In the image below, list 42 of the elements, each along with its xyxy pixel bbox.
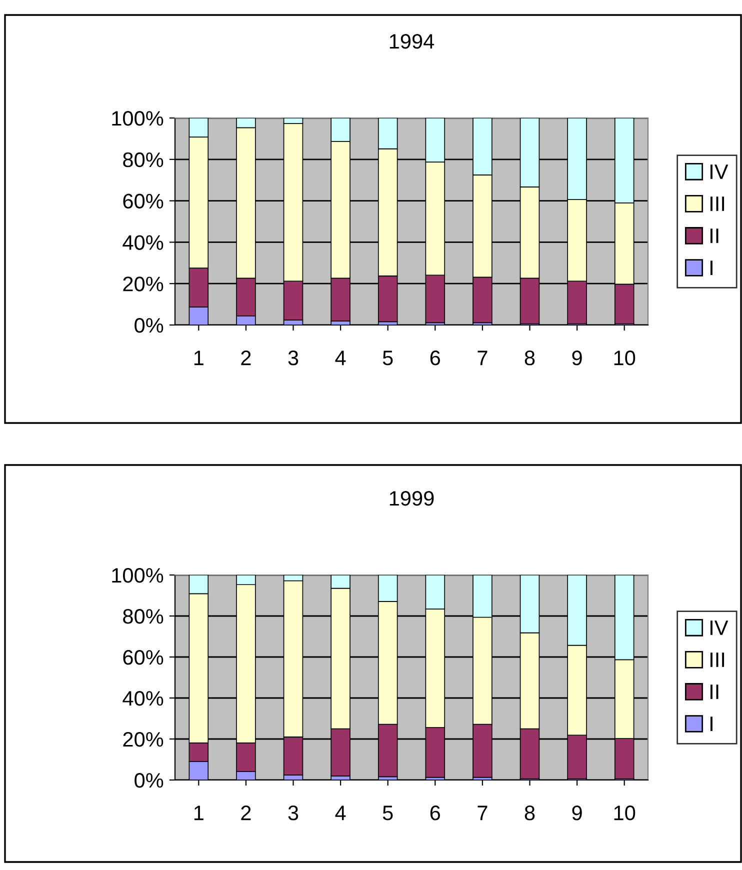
legend-label: I [710,260,712,275]
y-tick-label: 40% [122,691,164,706]
x-tick-label: 6 [430,806,440,820]
y-tick-label: 40% [122,235,164,250]
x-tick-label: 2 [241,806,251,820]
y-tick-label: 0% [134,318,164,333]
legend-label: IV [710,620,728,635]
legend-label: I [710,716,712,731]
x-tick-label: 7 [478,350,488,366]
x-tick-label: 1 [194,350,204,366]
legend-label: II [710,684,718,699]
x-tick-label: 10 [614,350,636,366]
y-tick-label: 0% [134,773,164,788]
chart-title: 1994 [390,34,434,49]
x-tick-label: 1 [194,806,204,820]
x-tick-label: 6 [430,350,440,366]
y-tick-label: 60% [123,194,164,209]
x-tick-label: 5 [382,350,393,366]
chart-title: 1999 [390,491,434,506]
y-tick-label: 60% [123,650,164,665]
legend-label: III [710,652,724,667]
y-tick-label: 100% [112,111,164,126]
x-tick-label: 10 [614,806,636,820]
x-tick-label: 3 [288,350,298,366]
x-tick-label: 7 [478,806,488,820]
legend-label: IV [710,164,728,179]
x-tick-label: 4 [335,350,346,366]
x-tick-label: 8 [524,806,535,820]
x-tick-label: 3 [288,806,298,820]
y-tick-label: 20% [123,732,164,747]
x-tick-label: 4 [335,806,346,820]
x-tick-label: 9 [572,806,582,820]
x-tick-label: 9 [572,350,582,366]
y-tick-label: 20% [123,276,164,292]
legend-label: II [710,228,718,243]
legend-label: III [710,196,724,211]
y-tick-label: 80% [123,152,164,168]
x-tick-label: 2 [241,350,251,366]
x-tick-label: 5 [382,806,393,820]
x-tick-label: 8 [524,350,535,366]
y-tick-label: 80% [123,609,164,624]
y-tick-label: 100% [112,568,164,583]
